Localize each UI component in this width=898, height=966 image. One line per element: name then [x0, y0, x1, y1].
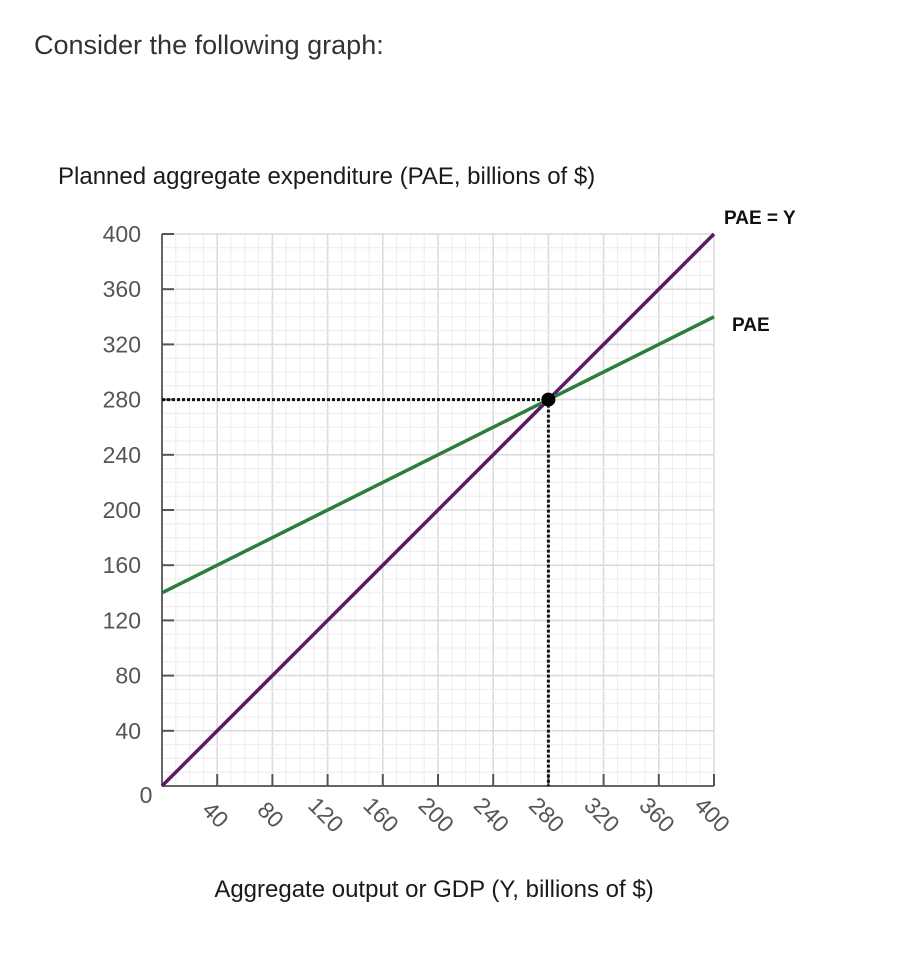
series-label-1: PAE = Y	[724, 208, 796, 229]
labels: Planned aggregate expenditure (PAE, bill…	[58, 163, 654, 903]
y-tick-label: 280	[103, 387, 141, 413]
x-tick-label: 400	[690, 792, 736, 838]
x-tick-label: 80	[253, 796, 289, 832]
question-text: Consider the following graph:	[34, 30, 384, 60]
x-tick-label: 200	[414, 792, 460, 838]
y-tick-label: 200	[103, 497, 141, 523]
x-tick-label: 160	[358, 792, 404, 838]
series-line-2	[161, 315, 715, 595]
x-tick-label: 280	[524, 792, 570, 838]
y-tick-label: 120	[103, 607, 141, 633]
x-tick-label: 120	[303, 792, 349, 838]
y-tick-label: 40	[115, 718, 141, 744]
x-tick-label: 320	[579, 792, 625, 838]
x-tick-label: 360	[634, 792, 680, 838]
x-tick-label: 40	[197, 796, 233, 832]
x-axis-label: Aggregate output or GDP (Y, billions of …	[214, 876, 653, 903]
x-tick-label: 240	[469, 792, 515, 838]
series: PAE = Y PAE	[160, 208, 796, 788]
y-axis-label: Planned aggregate expenditure (PAE, bill…	[58, 163, 595, 190]
y-tick-label: 320	[103, 331, 141, 357]
y-tick-label: 400	[103, 221, 141, 247]
equilibrium-point	[541, 392, 556, 407]
series-line-1	[160, 232, 716, 788]
y-tick-label: 80	[115, 663, 141, 689]
origin-label: 0	[140, 782, 153, 808]
y-tick-label: 360	[103, 276, 141, 302]
equilibrium-guides	[162, 398, 550, 786]
grid	[162, 233, 715, 786]
y-tick-label: 160	[103, 552, 141, 578]
y-tick-label: 240	[103, 442, 141, 468]
series-label-2: PAE	[732, 315, 770, 336]
